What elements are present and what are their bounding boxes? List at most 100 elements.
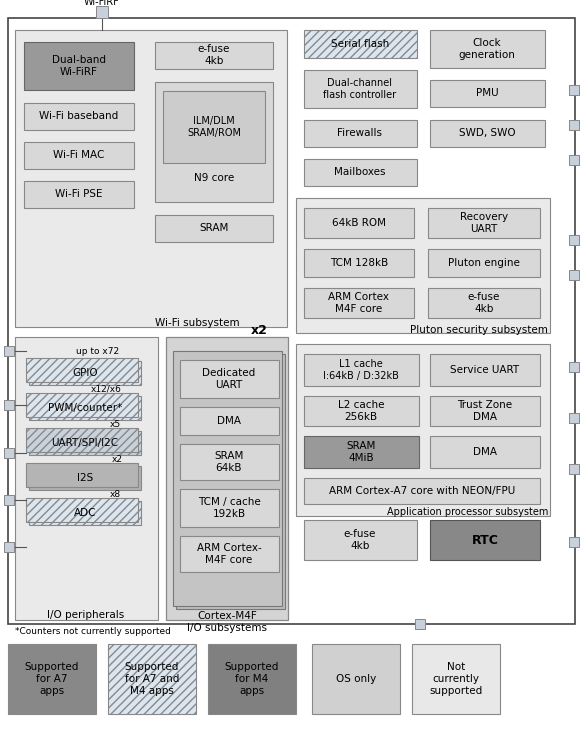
Bar <box>430 354 540 386</box>
Text: SRAM: SRAM <box>199 223 229 233</box>
Bar <box>29 466 141 490</box>
Bar <box>173 351 282 606</box>
Text: ARM Cortex-A7 core with NEON/FPU: ARM Cortex-A7 core with NEON/FPU <box>329 486 515 496</box>
Text: DMA: DMA <box>473 447 497 457</box>
Bar <box>4 448 14 458</box>
Text: ARM Cortex-
M4F core: ARM Cortex- M4F core <box>196 543 261 565</box>
Text: x5: x5 <box>110 420 121 429</box>
Text: Wi-Fi baseband: Wi-Fi baseband <box>40 111 118 121</box>
Bar <box>304 436 419 468</box>
Text: e-fuse
4kb: e-fuse 4kb <box>198 44 230 66</box>
Bar <box>8 644 96 714</box>
Text: I2S: I2S <box>77 473 93 483</box>
Text: SWD, SWO: SWD, SWO <box>459 128 515 138</box>
Text: Trust Zone
DMA: Trust Zone DMA <box>458 400 512 422</box>
Bar <box>296 344 550 516</box>
Bar <box>304 478 540 504</box>
Bar <box>29 396 141 420</box>
Bar <box>569 362 579 372</box>
Bar <box>304 396 419 426</box>
Bar <box>569 155 579 165</box>
Text: OS only: OS only <box>336 674 376 684</box>
Text: L1 cache
I:64kB / D:32kB: L1 cache I:64kB / D:32kB <box>323 359 399 381</box>
Bar <box>569 120 579 130</box>
Bar <box>176 354 285 609</box>
Bar <box>430 80 545 107</box>
Bar <box>26 428 138 452</box>
Text: Firewalls: Firewalls <box>338 128 382 138</box>
Bar <box>304 120 417 147</box>
Bar <box>4 542 14 552</box>
Bar <box>430 120 545 147</box>
Bar <box>569 235 579 245</box>
Bar <box>4 346 14 356</box>
Text: I/O peripherals: I/O peripherals <box>47 610 125 620</box>
Bar <box>24 142 134 169</box>
Bar <box>29 361 141 385</box>
Bar <box>29 501 141 525</box>
Text: ARM Cortex
M4F core: ARM Cortex M4F core <box>328 292 389 314</box>
Text: x2: x2 <box>251 324 268 337</box>
Text: Supported
for A7
apps: Supported for A7 apps <box>25 662 79 696</box>
Text: *Counters not currently supported: *Counters not currently supported <box>15 627 171 636</box>
Bar <box>304 520 417 560</box>
Bar <box>296 198 550 333</box>
Bar <box>430 30 545 68</box>
Text: Serial flash: Serial flash <box>331 39 389 49</box>
Text: Wi-Fi subsystem: Wi-Fi subsystem <box>156 318 240 328</box>
Text: N9 core: N9 core <box>194 173 234 183</box>
Bar <box>180 407 279 435</box>
Text: Wi-Fi PSE: Wi-Fi PSE <box>55 189 103 199</box>
Text: TCM 128kB: TCM 128kB <box>330 258 388 268</box>
Bar <box>304 249 414 277</box>
Text: L2 cache
256kB: L2 cache 256kB <box>338 400 384 422</box>
Text: Cortex-M4F
I/O subsystems: Cortex-M4F I/O subsystems <box>187 611 267 632</box>
Text: Not
currently
supported: Not currently supported <box>429 662 483 696</box>
Bar <box>166 337 288 620</box>
Bar <box>15 337 158 620</box>
Bar <box>108 644 196 714</box>
Bar <box>569 413 579 423</box>
Bar <box>304 30 417 58</box>
Bar <box>304 288 414 318</box>
Bar <box>8 18 575 624</box>
Bar <box>180 536 279 572</box>
Text: TCM / cache
192kB: TCM / cache 192kB <box>198 497 261 519</box>
Text: PMU: PMU <box>476 88 498 98</box>
Text: PWM/counter*: PWM/counter* <box>48 403 122 413</box>
Bar <box>180 444 279 480</box>
Bar <box>304 208 414 238</box>
Text: ILM/DLM
SRAM/ROM: ILM/DLM SRAM/ROM <box>187 116 241 138</box>
Text: Pluton security subsystem: Pluton security subsystem <box>410 325 548 335</box>
Bar <box>26 358 138 382</box>
Bar <box>24 42 134 90</box>
Text: x8: x8 <box>110 490 121 499</box>
Text: x2: x2 <box>111 455 122 464</box>
Bar <box>430 436 540 468</box>
Bar <box>312 644 400 714</box>
Bar <box>569 537 579 547</box>
Bar <box>4 400 14 410</box>
Bar <box>26 498 138 522</box>
Bar <box>155 82 273 202</box>
Bar <box>24 181 134 208</box>
Bar <box>26 393 138 417</box>
Text: Service UART: Service UART <box>451 365 519 375</box>
Bar <box>180 360 279 398</box>
Text: Supported
for A7 and
M4 apps: Supported for A7 and M4 apps <box>125 662 179 696</box>
Bar <box>569 85 579 95</box>
Text: DMA: DMA <box>217 416 241 426</box>
Text: GPIO: GPIO <box>72 368 98 378</box>
Text: Recovery
UART: Recovery UART <box>460 212 508 234</box>
Text: e-fuse
4kb: e-fuse 4kb <box>344 529 376 550</box>
Text: Wi-Fi MAC: Wi-Fi MAC <box>53 150 105 160</box>
Text: Clock
generation: Clock generation <box>459 38 515 60</box>
Bar <box>412 644 500 714</box>
Text: Dual-channel
flash controller: Dual-channel flash controller <box>324 78 396 100</box>
Text: SRAM
64kB: SRAM 64kB <box>215 451 244 473</box>
Text: e-fuse
4kb: e-fuse 4kb <box>468 292 500 314</box>
Bar <box>155 42 273 69</box>
Bar <box>208 644 296 714</box>
Text: Application processor subsystem: Application processor subsystem <box>387 507 548 517</box>
Text: Dual-band
Wi-FiRF: Dual-band Wi-FiRF <box>52 56 106 77</box>
